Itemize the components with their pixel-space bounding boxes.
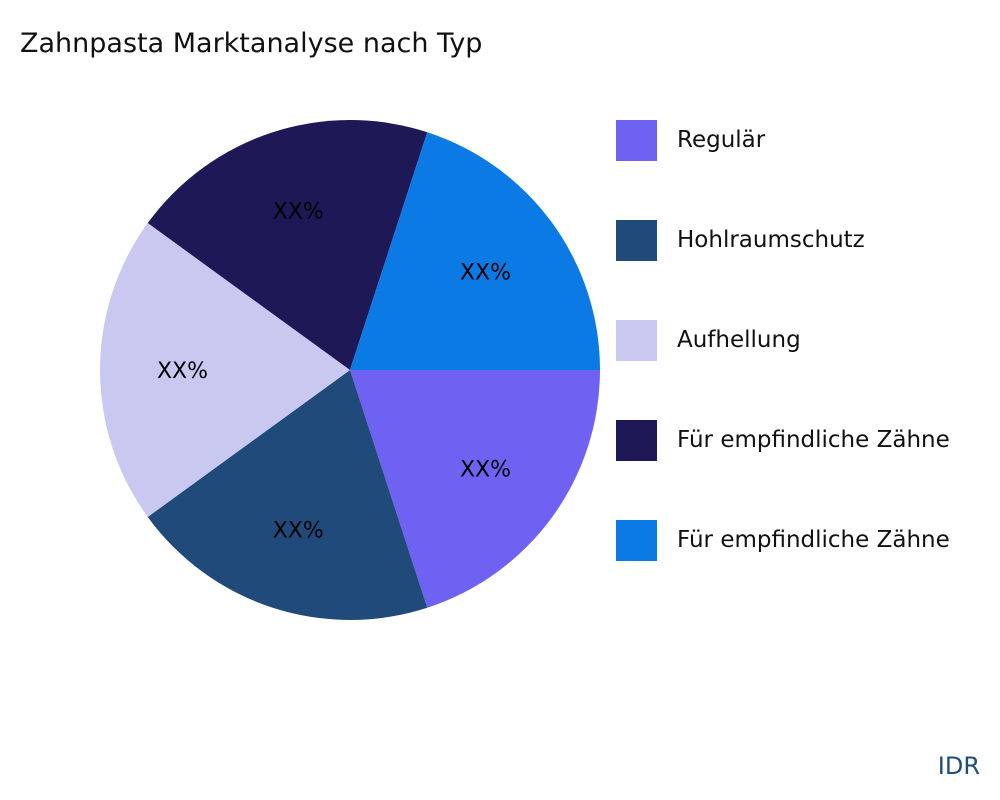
- legend-label: Für empfindliche Zähne: [677, 427, 950, 453]
- slice-label: XX%: [460, 261, 511, 286]
- legend-label: Aufhellung: [677, 327, 801, 353]
- slice-label: XX%: [273, 200, 324, 225]
- legend-label: Hohlraumschutz: [677, 227, 865, 253]
- legend-swatch: [616, 419, 657, 461]
- slice-label: XX%: [460, 457, 511, 482]
- legend-item[interactable]: Für empfindliche Zähne: [616, 519, 950, 561]
- pie-slice[interactable]: [100, 223, 350, 517]
- pie-slice[interactable]: [147, 370, 428, 620]
- legend-swatch: [616, 119, 657, 161]
- pie-slice[interactable]: [350, 132, 600, 370]
- legend-swatch: [616, 319, 657, 361]
- legend-label: Regulär: [677, 127, 766, 153]
- legend-label: Für empfindliche Zähne: [677, 527, 950, 553]
- legend-item[interactable]: Regulär: [616, 119, 766, 161]
- pie-slice[interactable]: [147, 120, 428, 370]
- legend-item[interactable]: Aufhellung: [616, 319, 801, 361]
- legend-swatch: [616, 519, 657, 561]
- chart-title: Zahnpasta Marktanalyse nach Typ: [20, 28, 483, 59]
- legend-item[interactable]: Für empfindliche Zähne: [616, 419, 950, 461]
- pie-slice[interactable]: [350, 370, 600, 608]
- legend-swatch: [616, 219, 657, 261]
- slice-label: XX%: [273, 518, 324, 543]
- legend-item[interactable]: Hohlraumschutz: [616, 219, 865, 261]
- slice-label: XX%: [157, 359, 208, 384]
- source-label: IDR: [937, 752, 980, 780]
